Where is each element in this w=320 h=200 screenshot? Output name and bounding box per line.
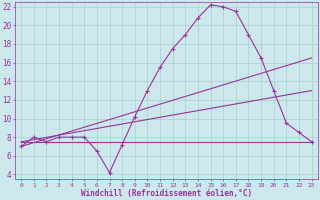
X-axis label: Windchill (Refroidissement éolien,°C): Windchill (Refroidissement éolien,°C) xyxy=(81,189,252,198)
